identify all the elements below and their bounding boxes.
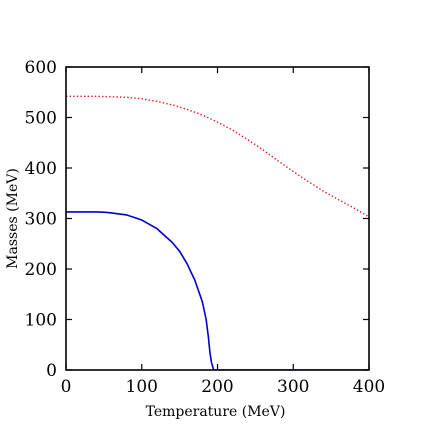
x-tick-label: 100	[126, 377, 158, 397]
plot-frame	[65, 66, 370, 371]
y-tick-label: 500	[25, 109, 57, 129]
y-tick-label: 0	[46, 361, 57, 381]
x-tick-label: 0	[61, 377, 72, 397]
y-tick-label: 300	[25, 210, 57, 230]
series-line-blue-solid	[66, 211, 369, 370]
series-layer	[66, 95, 369, 370]
y-tick-label: 200	[25, 260, 57, 280]
axes-layer	[65, 66, 370, 371]
series-line-red-dotted	[66, 95, 369, 218]
y-tick-label: 400	[25, 159, 57, 179]
labels-layer: 0 100 200 300 400 0 100 200 300 400 500 600 Temperat…	[5, 58, 385, 420]
x-tick-label: 300	[277, 377, 309, 397]
y-tick-label: 100	[25, 311, 57, 331]
x-tick-label: 200	[201, 377, 233, 397]
y-tick-label: 600	[25, 58, 57, 78]
y-axis-title: Masses (MeV)	[5, 168, 21, 269]
x-axis-title: Temperature (MeV)	[146, 404, 286, 420]
x-tick-label: 400	[353, 377, 385, 397]
